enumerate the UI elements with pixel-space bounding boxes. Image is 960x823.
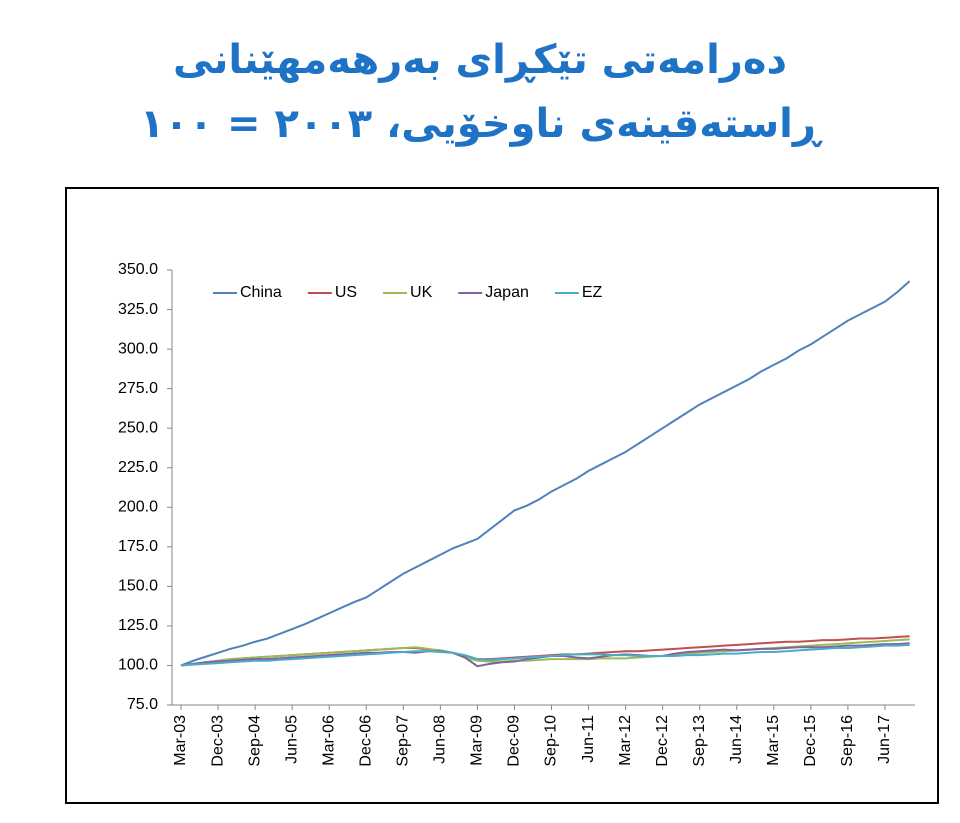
legend-label: US [335, 284, 357, 301]
x-tick-label: Mar-06 [320, 715, 337, 766]
x-tick-label: Jun-17 [876, 715, 893, 764]
series-line [180, 643, 910, 667]
title-line: دەرامەتی تێکڕای بەرهەمهێنانی [172, 37, 788, 83]
x-tick-label: Sep-10 [543, 715, 560, 767]
y-tick-label: 225.0 [118, 459, 158, 476]
y-tick-label: 100.0 [118, 657, 158, 674]
title-line: ڕاستەقینەی ناوخۆیی، ٢٠٠٣ = ١٠٠ [139, 101, 821, 147]
y-tick-label: 75.0 [127, 696, 158, 713]
y-tick-label: 350.0 [118, 261, 158, 278]
y-tick-label: 275.0 [118, 380, 158, 397]
x-tick-label: Mar-12 [617, 715, 634, 766]
chart-frame [65, 187, 939, 804]
y-tick-label: 150.0 [118, 578, 158, 595]
legend-label: Japan [485, 284, 529, 301]
x-tick-label: Dec-09 [506, 715, 523, 767]
y-tick-label: 200.0 [118, 498, 158, 515]
x-tick-label: Dec-03 [209, 715, 226, 767]
x-tick-label: Jun-05 [283, 715, 300, 764]
y-tick-label: 175.0 [118, 538, 158, 555]
x-tick-label: Sep-16 [839, 715, 856, 767]
x-tick-label: Mar-15 [765, 715, 782, 766]
x-tick-label: Dec-06 [357, 715, 374, 767]
chart-title: دەرامەتی تێکڕای بەرهەمهێنانی ڕاستەقینەی … [0, 28, 960, 156]
x-tick-label: Mar-09 [469, 715, 486, 766]
x-tick-label: Dec-12 [654, 715, 671, 767]
series-line [180, 638, 910, 667]
y-tick-label: 325.0 [118, 301, 158, 318]
y-tick-label: 250.0 [118, 419, 158, 436]
y-tick-label: 125.0 [118, 617, 158, 634]
legend-label: UK [410, 284, 433, 301]
x-tick-label: Jun-11 [580, 715, 597, 763]
x-tick-label: Mar-03 [172, 715, 189, 766]
x-tick-label: Sep-07 [395, 715, 412, 767]
series-line [180, 280, 911, 667]
x-tick-label: Sep-04 [246, 715, 263, 767]
legend-label: China [240, 284, 282, 301]
y-tick-label: 300.0 [118, 340, 158, 357]
legend-label: EZ [582, 284, 603, 301]
x-tick-label: Jun-08 [432, 715, 449, 764]
x-tick-label: Dec-15 [802, 715, 819, 767]
x-tick-label: Sep-13 [691, 715, 708, 767]
x-tick-label: Jun-14 [728, 715, 745, 764]
